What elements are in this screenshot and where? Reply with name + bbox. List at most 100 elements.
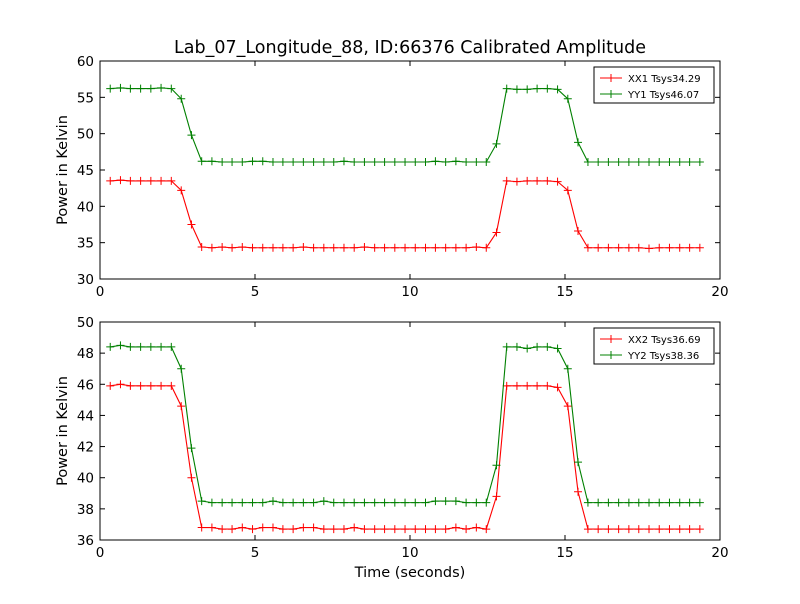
data-point	[482, 158, 491, 167]
data-point	[380, 498, 389, 507]
data-point	[512, 381, 521, 390]
data-point	[106, 342, 115, 351]
data-point	[278, 158, 287, 167]
data-point	[563, 364, 572, 373]
data-point	[289, 525, 298, 534]
data-point	[126, 84, 135, 93]
data-point	[411, 243, 420, 252]
data-point	[126, 342, 135, 351]
data-point	[187, 131, 196, 140]
x-axis-label: Time (seconds)	[354, 565, 466, 581]
data-point	[482, 525, 491, 534]
data-point	[238, 498, 247, 507]
series-line	[110, 344, 700, 504]
data-point	[299, 523, 308, 532]
data-point	[451, 497, 460, 506]
data-point	[451, 523, 460, 532]
data-point	[238, 243, 247, 252]
data-point	[207, 498, 216, 507]
data-point	[695, 498, 704, 507]
data-point	[523, 85, 532, 94]
data-point	[604, 525, 613, 534]
x-tick-label: 0	[96, 284, 105, 300]
data-point	[136, 342, 145, 351]
subplot-1: 0 5 10 15 20 30 35 40 45 50 55 60 Power in Kelvin XX1…	[55, 54, 729, 300]
data-point	[167, 381, 176, 390]
y-tick-label: 36	[77, 533, 94, 549]
data-point	[574, 138, 583, 147]
data-point	[563, 94, 572, 103]
data-point	[685, 498, 694, 507]
data-point	[248, 498, 257, 507]
data-point	[197, 243, 206, 252]
data-point	[146, 381, 155, 390]
legend-marker	[607, 90, 615, 98]
data-point	[228, 525, 237, 534]
data-point	[157, 83, 166, 92]
data-point	[289, 158, 298, 167]
data-point	[329, 243, 338, 252]
data-point	[411, 525, 420, 534]
y-tick-label: 38	[77, 502, 94, 518]
data-point	[574, 487, 583, 496]
data-point	[523, 381, 532, 390]
data-point	[614, 525, 623, 534]
series-line	[110, 383, 700, 530]
data-point	[655, 525, 664, 534]
y-tick-label: 30	[77, 272, 94, 288]
legend-marker	[607, 335, 615, 343]
data-point	[278, 243, 287, 252]
data-point	[665, 158, 674, 167]
data-point	[309, 243, 318, 252]
y-axis-label: Power in Kelvin	[55, 376, 71, 486]
data-point	[655, 498, 664, 507]
y-tick-label: 40	[77, 199, 94, 215]
data-point	[380, 243, 389, 252]
data-point	[218, 158, 227, 167]
chart-title: Lab_07_Longitude_88, ID:66376 Calibrated…	[174, 38, 646, 58]
data-point	[624, 525, 633, 534]
data-point	[512, 177, 521, 186]
data-point	[136, 381, 145, 390]
data-point	[146, 84, 155, 93]
data-point	[502, 84, 511, 93]
data-point	[594, 498, 603, 507]
legend-marker	[607, 351, 615, 359]
data-point	[309, 523, 318, 532]
data-point	[187, 473, 196, 482]
x-tick-label: 20	[711, 545, 728, 561]
data-point	[339, 525, 348, 534]
data-point	[228, 498, 237, 507]
data-point	[136, 84, 145, 93]
data-point	[472, 523, 481, 532]
x-tick-label: 0	[96, 545, 105, 561]
data-point	[492, 492, 501, 501]
data-point	[492, 139, 501, 148]
data-point	[350, 523, 359, 532]
data-point	[197, 497, 206, 506]
data-point	[543, 342, 552, 351]
data-point	[390, 498, 399, 507]
data-point	[177, 186, 186, 195]
data-point	[207, 523, 216, 532]
data-point	[634, 243, 643, 252]
series-2-2	[106, 341, 704, 507]
data-point	[411, 158, 420, 167]
data-point	[574, 458, 583, 467]
data-point	[218, 243, 227, 252]
subplot-2: 0 5 10 15 20 36 38 40 42 44 46 48 50 Power in Kelvin T…	[55, 315, 729, 581]
data-point	[339, 157, 348, 166]
data-point	[502, 176, 511, 185]
data-point	[614, 498, 623, 507]
data-point	[614, 158, 623, 167]
data-point	[116, 341, 125, 350]
data-point	[401, 498, 410, 507]
data-point	[451, 243, 460, 252]
series-1-2	[106, 83, 704, 167]
data-point	[319, 243, 328, 252]
x-tick-label: 15	[556, 284, 573, 300]
data-point	[268, 158, 277, 167]
data-point	[655, 243, 664, 252]
x-tick-label: 15	[556, 545, 573, 561]
data-point	[177, 364, 186, 373]
